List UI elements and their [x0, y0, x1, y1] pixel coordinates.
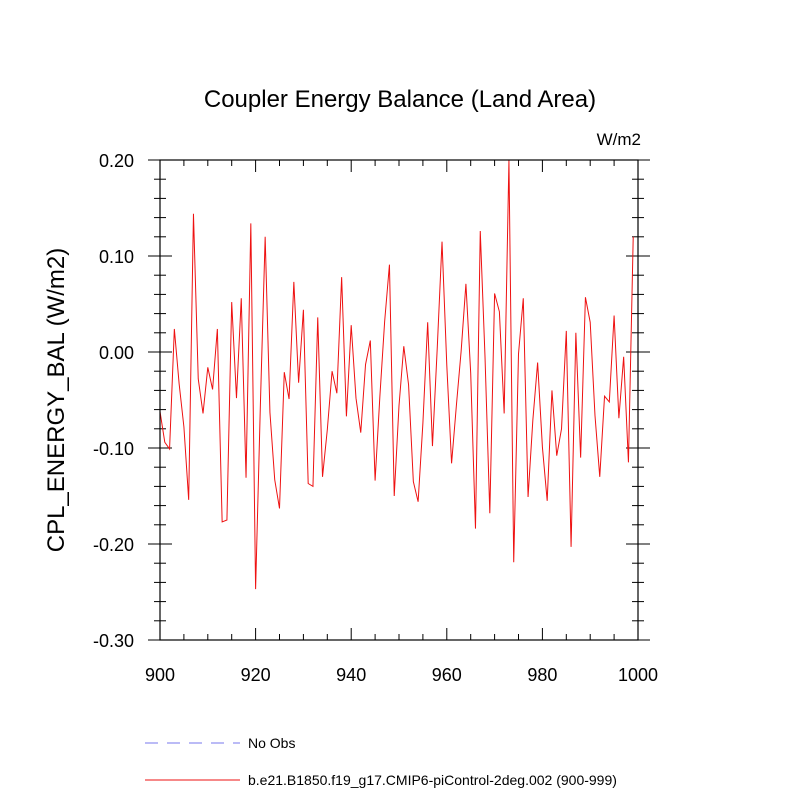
chart-title: Coupler Energy Balance (Land Area)	[204, 86, 596, 113]
legend: No Obs b.e21.B1850.f19_g17.CMIP6-piContr…	[145, 735, 617, 788]
legend-label-no-obs: No Obs	[248, 735, 295, 751]
y-tick-label: 0.10	[99, 247, 134, 267]
plot-frame	[159, 159, 639, 641]
axis-tick-labels: 900 920 940 960 980 1000 -0.30 -0.20 -0.10 0.00 0.…	[93, 151, 658, 685]
x-tick-label: 980	[527, 665, 557, 685]
x-tick-label: 920	[241, 665, 271, 685]
units-label: W/m2	[597, 130, 641, 149]
series-line-model	[159, 159, 634, 590]
y-tick-label: 0.20	[99, 151, 134, 171]
y-axis-label: CPL_ENERGY_BAL (W/m2)	[43, 248, 70, 553]
x-tick-label: 940	[336, 665, 366, 685]
x-tick-label: 1000	[618, 665, 658, 685]
legend-label-model: b.e21.B1850.f19_g17.CMIP6-piControl-2deg…	[248, 772, 617, 788]
y-tick-label: -0.20	[93, 535, 134, 555]
y-tick-label: -0.10	[93, 439, 134, 459]
y-tick-label: -0.30	[93, 631, 134, 651]
x-tick-label: 960	[432, 665, 462, 685]
plot-lines	[159, 159, 634, 590]
x-tick-label: 900	[145, 665, 175, 685]
y-tick-label: 0.00	[99, 343, 134, 363]
